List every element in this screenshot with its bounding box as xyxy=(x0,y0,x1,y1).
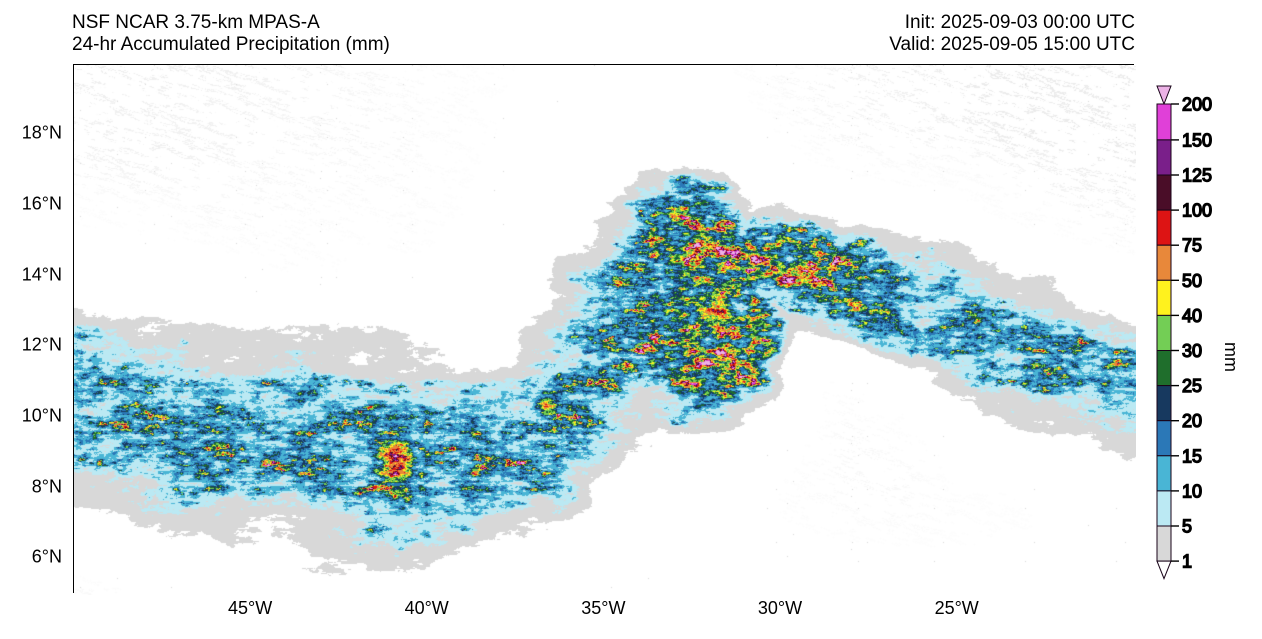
svg-text:75: 75 xyxy=(1182,236,1202,256)
svg-text:200: 200 xyxy=(1182,95,1212,115)
svg-text:100: 100 xyxy=(1182,201,1212,221)
svg-text:20: 20 xyxy=(1182,411,1202,431)
svg-text:10: 10 xyxy=(1182,481,1202,501)
svg-text:mm: mm xyxy=(1221,342,1241,372)
svg-text:5: 5 xyxy=(1182,517,1192,537)
svg-text:30: 30 xyxy=(1182,341,1202,361)
svg-text:25: 25 xyxy=(1182,376,1202,396)
svg-text:40: 40 xyxy=(1182,306,1202,326)
svg-text:125: 125 xyxy=(1182,166,1212,186)
svg-text:150: 150 xyxy=(1182,130,1212,150)
svg-text:15: 15 xyxy=(1182,446,1202,466)
svg-text:1: 1 xyxy=(1182,552,1192,572)
svg-text:50: 50 xyxy=(1182,271,1202,291)
